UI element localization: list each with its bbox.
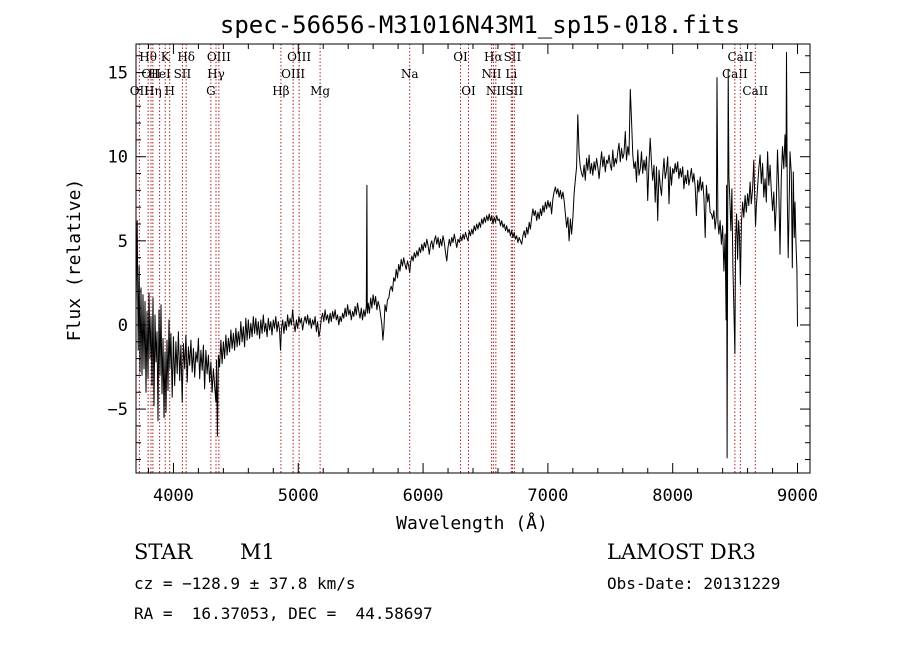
spectral-line-label: Hθ xyxy=(139,50,157,64)
object-class: STAR xyxy=(134,540,193,564)
x-tick-label: 4000 xyxy=(153,486,194,506)
spectral-line-label: SII xyxy=(504,50,522,64)
object-subclass: M1 xyxy=(240,540,275,564)
spectral-line-label: Mg xyxy=(310,84,330,98)
y-axis: −5 0 5 10 15 xyxy=(108,55,810,461)
y-tick-label: 5 xyxy=(118,232,128,252)
spectral-line-label: K xyxy=(161,50,171,64)
spectral-line-label: H xyxy=(164,84,174,98)
spectral-line-label: Hδ xyxy=(177,50,195,64)
x-tick-label: 7000 xyxy=(527,486,568,506)
obs-date: Obs-Date: 20131229 xyxy=(607,574,781,593)
spectral-line-label: NII xyxy=(481,67,501,81)
plot-frame xyxy=(135,43,811,474)
y-axis-label: Flux (relative) xyxy=(64,179,85,342)
spectral-line-label: OI xyxy=(453,50,468,64)
spectral-line-label: SII xyxy=(505,84,523,98)
x-tick-label: 5000 xyxy=(278,486,319,506)
x-axis-label: Wavelength (Å) xyxy=(396,512,548,534)
chart-title: spec-56656-M31016N43M1_sp15-018.fits xyxy=(220,11,740,39)
spectral-line-label: Hγ xyxy=(207,67,225,81)
spectral-line-label: Hβ xyxy=(272,84,289,98)
spectral-line-label: Hα xyxy=(484,50,503,64)
spectral-line-label: SII xyxy=(174,67,192,81)
spectral-line-label: OI xyxy=(461,84,476,98)
survey-name: LAMOST DR3 xyxy=(607,540,756,564)
x-tick-label: 8000 xyxy=(652,486,693,506)
spectral-line-label: CaII xyxy=(722,67,748,81)
spectral-line-label: G xyxy=(206,84,216,98)
spectrum-series xyxy=(135,51,798,459)
spectrum-line xyxy=(135,51,798,459)
x-axis: 4000 5000 6000 7000 8000 9000 xyxy=(147,44,818,506)
redshift-info: cz = −128.9 ± 37.8 km/s xyxy=(134,574,356,593)
y-tick-label: 0 xyxy=(118,316,128,336)
x-tick-label: 6000 xyxy=(403,486,444,506)
x-tick-label: 9000 xyxy=(777,486,818,506)
spectral-line-label: Hη xyxy=(144,84,162,98)
spectral-line-label: Na xyxy=(401,67,419,81)
spectral-line-label: OII xyxy=(130,84,150,98)
spectral-line-label: CaII xyxy=(742,84,768,98)
y-tick-label: 10 xyxy=(108,148,128,168)
spectral-line-label: OII xyxy=(141,67,161,81)
y-tick-label: −5 xyxy=(108,400,128,420)
coordinates-info: RA = 16.37053, DEC = 44.58697 xyxy=(134,604,433,623)
spectral-line-label: OIII xyxy=(287,50,311,64)
spectral-line-label: CaII xyxy=(727,50,753,64)
spectral-line-label: NII xyxy=(486,84,506,98)
spectral-line-label: HeI xyxy=(148,67,171,81)
spectral-line-label: Li xyxy=(505,67,517,81)
spectral-line-label: OIII xyxy=(207,50,231,64)
spectral-line-markers: OIIHθOIIHηHeIKHSIIHδGHγOIIIHβOIIIOIIIMgN… xyxy=(130,44,768,473)
y-tick-label: 15 xyxy=(108,64,128,84)
spectral-line-label: OIII xyxy=(281,67,305,81)
